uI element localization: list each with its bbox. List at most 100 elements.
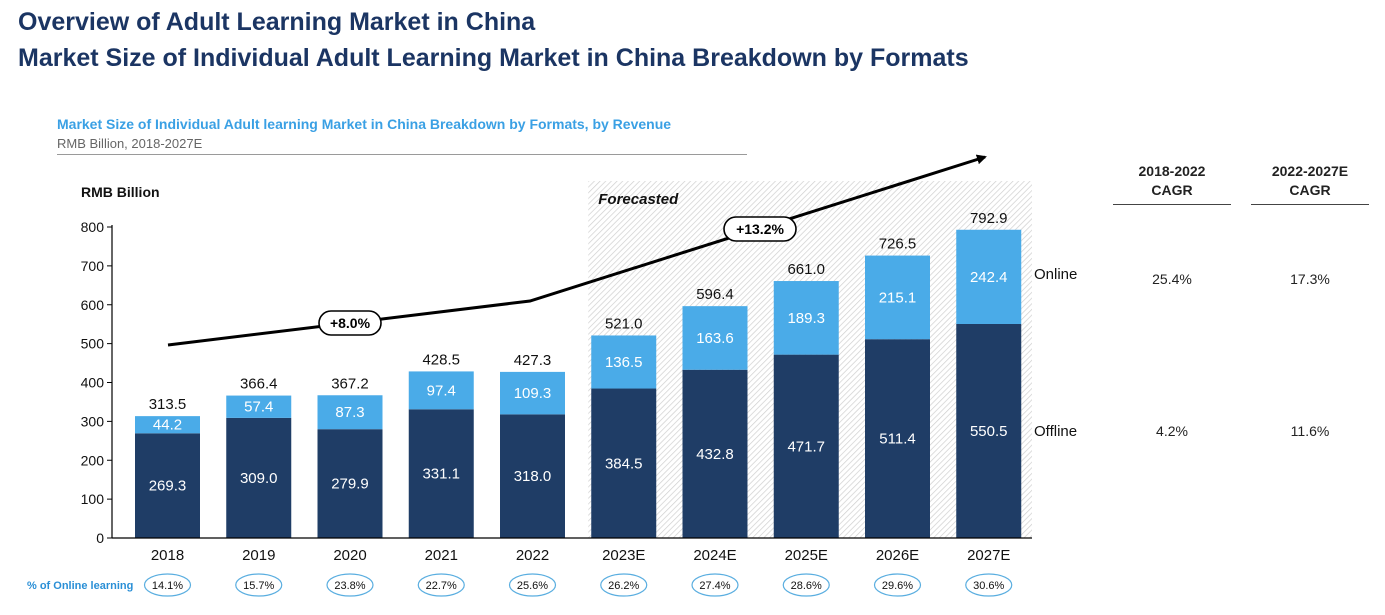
- total-value-label: 726.5: [879, 236, 917, 253]
- offline-value-label: 432.8: [696, 446, 734, 463]
- online-share-item: 25.6%: [508, 573, 557, 597]
- bar-offline: [135, 433, 200, 538]
- x-tick-label: 2024E: [693, 547, 736, 564]
- subtitle-divider: [57, 154, 747, 155]
- x-tick-label: 2025E: [785, 547, 828, 564]
- bar-online: [773, 281, 839, 355]
- offline-value-label: 279.9: [331, 476, 369, 493]
- total-value-label: 366.4: [240, 376, 278, 393]
- online-share-pill: [600, 573, 648, 597]
- online-value-label: 87.3: [335, 404, 364, 421]
- x-tick-label: 2027E: [967, 547, 1010, 564]
- cagr-header-2018-2022: 2018-2022 CAGR: [1113, 162, 1231, 205]
- y-tick-label: 200: [81, 452, 105, 468]
- bar-offline: [773, 354, 839, 538]
- online-share-pill: [326, 573, 374, 597]
- trend-arrows: +8.0% +13.2%: [167, 154, 987, 347]
- bar-offline: [317, 429, 383, 538]
- legend-offline: Offline: [1034, 423, 1077, 440]
- x-tick-label: 2022: [516, 547, 549, 564]
- online-share-item: 14.1%: [143, 573, 192, 597]
- chart-title: Market Size of Individual Adult learning…: [57, 116, 672, 132]
- offline-value-label: 550.5: [970, 423, 1008, 440]
- x-tick-label: 2026E: [876, 547, 919, 564]
- bar-offline: [682, 369, 748, 538]
- online-share-pill: [417, 573, 465, 597]
- y-tick-label: 100: [81, 491, 105, 507]
- offline-value-label: 269.3: [149, 478, 187, 495]
- bar-offline: [956, 323, 1022, 538]
- trend-arrow-line: [167, 154, 987, 347]
- online-share-value: 22.7%: [426, 580, 457, 592]
- offline-value-label: 471.7: [787, 438, 825, 455]
- y-axis: 0 100 200 300 400 500 600 700 800: [81, 219, 113, 546]
- offline-value-label: 331.1: [422, 466, 460, 483]
- legend: Online Offline: [1034, 266, 1077, 440]
- online-value-label: 44.2: [153, 417, 182, 434]
- bar-online: [956, 229, 1022, 324]
- online-share-item: 22.7%: [417, 573, 465, 597]
- offline-value-label: 318.0: [514, 468, 552, 485]
- online-share-row: % of Online learning 14.1% 15.7% 23.8% 22.7%…: [27, 573, 1013, 597]
- online-share-pill: [691, 573, 739, 597]
- bar-group: 309.0 57.4 366.4: [226, 376, 292, 538]
- bar-group: 318.0 109.3 427.3: [500, 352, 565, 538]
- online-share-value: 26.2%: [608, 580, 639, 592]
- total-value-label: 521.0: [605, 315, 643, 332]
- bars: 269.3 44.2 313.5 309.0 57.4 366.4 279.9 87.3 367…: [135, 210, 1022, 538]
- y-tick-label: 300: [81, 413, 105, 429]
- online-share-pill: [965, 573, 1013, 597]
- chart-subtitle: RMB Billion, 2018-2027E: [57, 136, 203, 151]
- online-value-label: 109.3: [514, 385, 552, 402]
- cagr-annotation: +13.2%: [723, 216, 797, 242]
- x-tick-label: 2021: [425, 547, 458, 564]
- online-share-value: 27.4%: [699, 580, 730, 592]
- online-share-item: 29.6%: [873, 573, 922, 597]
- total-value-label: 661.0: [787, 261, 825, 278]
- bar-group: 269.3 44.2 313.5: [135, 396, 200, 538]
- online-share-pill: [873, 573, 922, 597]
- page-title: Overview of Adult Learning Market in Chi…: [18, 4, 969, 76]
- total-value-label: 596.4: [696, 286, 734, 303]
- y-tick-label: 500: [81, 336, 105, 352]
- bar-online: [135, 416, 200, 434]
- online-share-item: 28.6%: [782, 573, 830, 597]
- y-tick-label: 800: [81, 219, 105, 235]
- cagr-online-2018-2022: 25.4%: [1152, 271, 1192, 287]
- bar-group: 384.5 136.5 521.0: [591, 315, 657, 538]
- bar-group: 511.4 215.1 726.5: [865, 236, 930, 538]
- online-value-label: 163.6: [696, 330, 734, 347]
- online-share-value: 29.6%: [882, 580, 913, 592]
- total-value-label: 792.9: [970, 210, 1008, 227]
- online-value-label: 242.4: [970, 269, 1008, 286]
- x-tick-label: 2018: [151, 547, 184, 564]
- online-share-item: 15.7%: [235, 573, 283, 597]
- bar-offline: [408, 409, 474, 538]
- legend-online: Online: [1034, 266, 1077, 283]
- offline-value-label: 384.5: [605, 455, 643, 472]
- total-value-label: 428.5: [422, 351, 460, 368]
- online-share-value: 15.7%: [243, 580, 274, 592]
- online-share-value: 25.6%: [517, 580, 548, 592]
- online-share-pill: [508, 573, 557, 597]
- bar-group: 279.9 87.3 367.2: [317, 375, 383, 538]
- total-value-label: 313.5: [149, 396, 187, 413]
- bar-group: 331.1 97.4 428.5: [408, 351, 474, 538]
- online-share-label: % of Online learning: [27, 580, 133, 592]
- cagr-offline-2018-2022: 4.2%: [1156, 423, 1188, 439]
- y-tick-label: 400: [81, 375, 105, 391]
- bar-online: [865, 255, 930, 340]
- cagr-annotation-label: +8.0%: [330, 315, 371, 331]
- bar-online: [226, 395, 292, 418]
- online-value-label: 215.1: [879, 289, 917, 306]
- online-share-pill: [235, 573, 283, 597]
- total-value-label: 367.2: [331, 375, 369, 392]
- y-axis-label: RMB Billion: [81, 184, 160, 200]
- offline-value-label: 511.4: [879, 431, 915, 448]
- cagr-annotation-pill: [318, 310, 382, 336]
- online-share-item: 30.6%: [965, 573, 1013, 597]
- online-share-value: 28.6%: [791, 580, 822, 592]
- bar-online: [408, 371, 474, 410]
- bar-group: 471.7 189.3 661.0: [773, 261, 839, 538]
